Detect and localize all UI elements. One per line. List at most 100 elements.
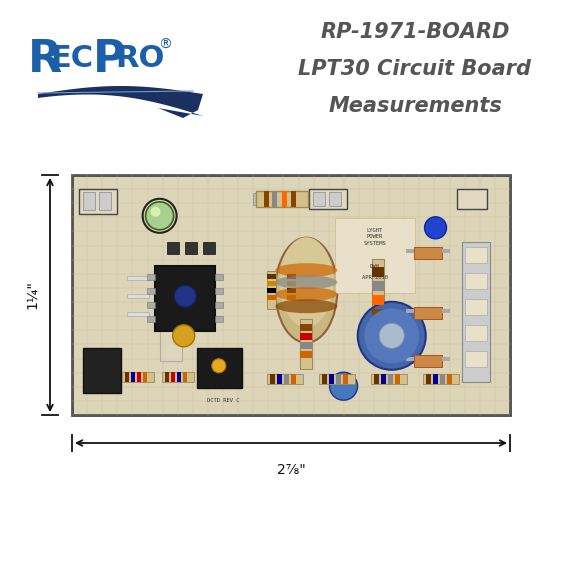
Bar: [267, 288, 276, 293]
Bar: [177, 372, 181, 382]
Bar: [440, 374, 445, 384]
Bar: [313, 192, 324, 207]
Bar: [433, 374, 438, 384]
Bar: [465, 325, 487, 341]
Text: Measurements: Measurements: [328, 96, 502, 116]
Text: LPT30 Circuit Board: LPT30 Circuit Board: [298, 59, 531, 79]
Bar: [162, 372, 194, 382]
Bar: [336, 374, 341, 384]
Bar: [287, 274, 296, 279]
Bar: [343, 374, 348, 384]
Ellipse shape: [358, 302, 426, 370]
Text: DCTD REV C: DCTD REV C: [207, 398, 239, 403]
Bar: [414, 307, 441, 319]
Text: APR 2010: APR 2010: [362, 275, 388, 280]
Text: P: P: [93, 38, 126, 81]
Bar: [215, 288, 223, 294]
Text: ®: ®: [158, 38, 172, 52]
Ellipse shape: [151, 207, 160, 217]
Text: RP-1971-BOARD: RP-1971-BOARD: [320, 22, 509, 42]
Bar: [309, 189, 347, 209]
Ellipse shape: [275, 263, 338, 277]
Bar: [287, 271, 296, 309]
Bar: [215, 302, 223, 308]
Bar: [335, 218, 415, 293]
Bar: [465, 299, 487, 315]
Bar: [441, 309, 449, 313]
Bar: [215, 274, 223, 280]
Bar: [171, 372, 175, 382]
Bar: [267, 271, 276, 309]
Bar: [147, 316, 155, 322]
Bar: [127, 312, 149, 316]
Bar: [127, 276, 149, 280]
Bar: [287, 288, 296, 293]
Bar: [329, 374, 334, 384]
Bar: [284, 374, 289, 384]
Ellipse shape: [275, 275, 338, 289]
Bar: [160, 331, 182, 361]
Bar: [287, 295, 296, 300]
Text: 2⅞": 2⅞": [276, 463, 305, 477]
Bar: [372, 309, 384, 319]
Bar: [372, 267, 384, 277]
Ellipse shape: [275, 299, 338, 313]
Bar: [253, 193, 259, 205]
Bar: [256, 191, 308, 207]
Bar: [282, 191, 287, 207]
Bar: [300, 333, 312, 340]
Ellipse shape: [212, 359, 226, 373]
Bar: [197, 348, 242, 388]
Text: 1¼": 1¼": [25, 280, 39, 309]
Bar: [147, 288, 155, 294]
Bar: [183, 372, 187, 382]
Bar: [291, 191, 296, 207]
Bar: [372, 259, 384, 339]
Bar: [122, 372, 154, 382]
Bar: [406, 309, 414, 313]
Bar: [319, 374, 355, 384]
Bar: [99, 192, 111, 211]
Bar: [406, 357, 414, 361]
Ellipse shape: [329, 372, 358, 400]
Bar: [447, 374, 452, 384]
Text: LYGHT
POWER
SYSTEMS: LYGHT POWER SYSTEMS: [364, 228, 386, 246]
Text: DWH: DWH: [370, 264, 380, 269]
Ellipse shape: [174, 285, 196, 307]
Bar: [167, 242, 179, 254]
Bar: [426, 374, 431, 384]
Bar: [462, 242, 490, 382]
Bar: [78, 189, 117, 215]
Bar: [414, 247, 441, 259]
Ellipse shape: [145, 202, 174, 230]
Bar: [458, 189, 488, 209]
Bar: [185, 242, 197, 254]
Ellipse shape: [425, 217, 447, 239]
Bar: [388, 374, 393, 384]
Bar: [465, 273, 487, 289]
Bar: [264, 191, 269, 207]
Bar: [143, 372, 147, 382]
Bar: [381, 374, 386, 384]
Bar: [423, 374, 459, 384]
Bar: [441, 249, 449, 253]
Bar: [300, 324, 312, 331]
Text: RO: RO: [115, 44, 164, 73]
Bar: [72, 175, 510, 415]
Bar: [414, 355, 441, 367]
Bar: [131, 372, 135, 382]
Bar: [203, 242, 215, 254]
Bar: [137, 372, 141, 382]
Bar: [155, 266, 215, 331]
Bar: [328, 192, 340, 207]
Bar: [287, 281, 296, 286]
Bar: [372, 281, 384, 291]
Bar: [267, 281, 276, 286]
Bar: [441, 357, 449, 361]
Ellipse shape: [275, 238, 338, 343]
Bar: [277, 374, 282, 384]
Bar: [406, 249, 414, 253]
Bar: [465, 351, 487, 367]
Bar: [291, 374, 296, 384]
Bar: [374, 374, 379, 384]
